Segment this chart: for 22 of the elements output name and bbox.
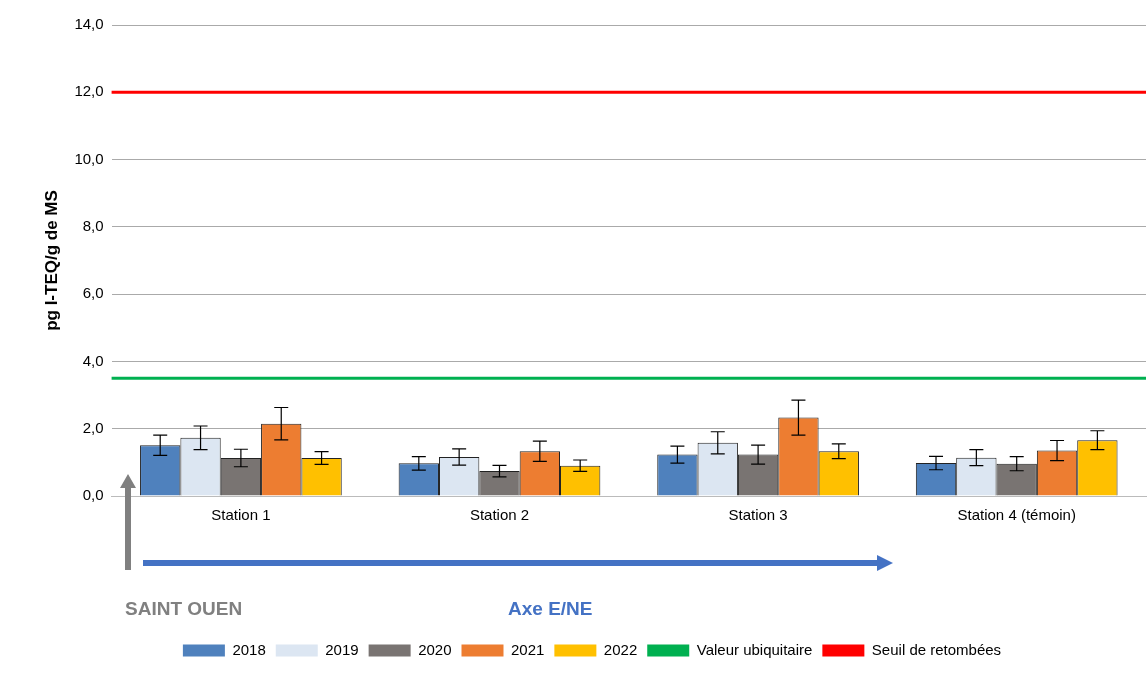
y-tick-label: 8,0 (82, 217, 104, 234)
y-tick-label: 12,0 (74, 82, 104, 100)
y-tick-label: 14,0 (74, 15, 104, 33)
legend-label: 2019 (325, 640, 359, 658)
y-tick-label: 6,0 (82, 284, 104, 302)
x-tick-label: Station 3 (728, 506, 788, 524)
legend-label: 2020 (418, 640, 452, 658)
legend-label: 2018 (232, 640, 266, 658)
legend-label: Seuil de retombées (871, 640, 1002, 658)
x-tick-label: Station 1 (211, 506, 271, 524)
y-tick-label: 4,0 (82, 351, 104, 369)
y-tick-label: 10,0 (74, 149, 104, 167)
y-axis-title: pg I-TEQ/g de MS (41, 190, 61, 331)
legend-label: 2022 (603, 640, 638, 658)
y-tick-label: 2,0 (82, 418, 104, 436)
x-tick-label: Station 4 (témoin) (957, 506, 1076, 524)
legend-label: Valeur ubiquitaire (696, 640, 813, 658)
text: SAINT OUEN (125, 598, 243, 620)
text: Axe E/NE (508, 598, 593, 620)
legend-label: 2021 (511, 640, 545, 658)
y-tick-label: 0,0 (82, 486, 104, 504)
x-tick-label: Station 2 (469, 506, 530, 524)
